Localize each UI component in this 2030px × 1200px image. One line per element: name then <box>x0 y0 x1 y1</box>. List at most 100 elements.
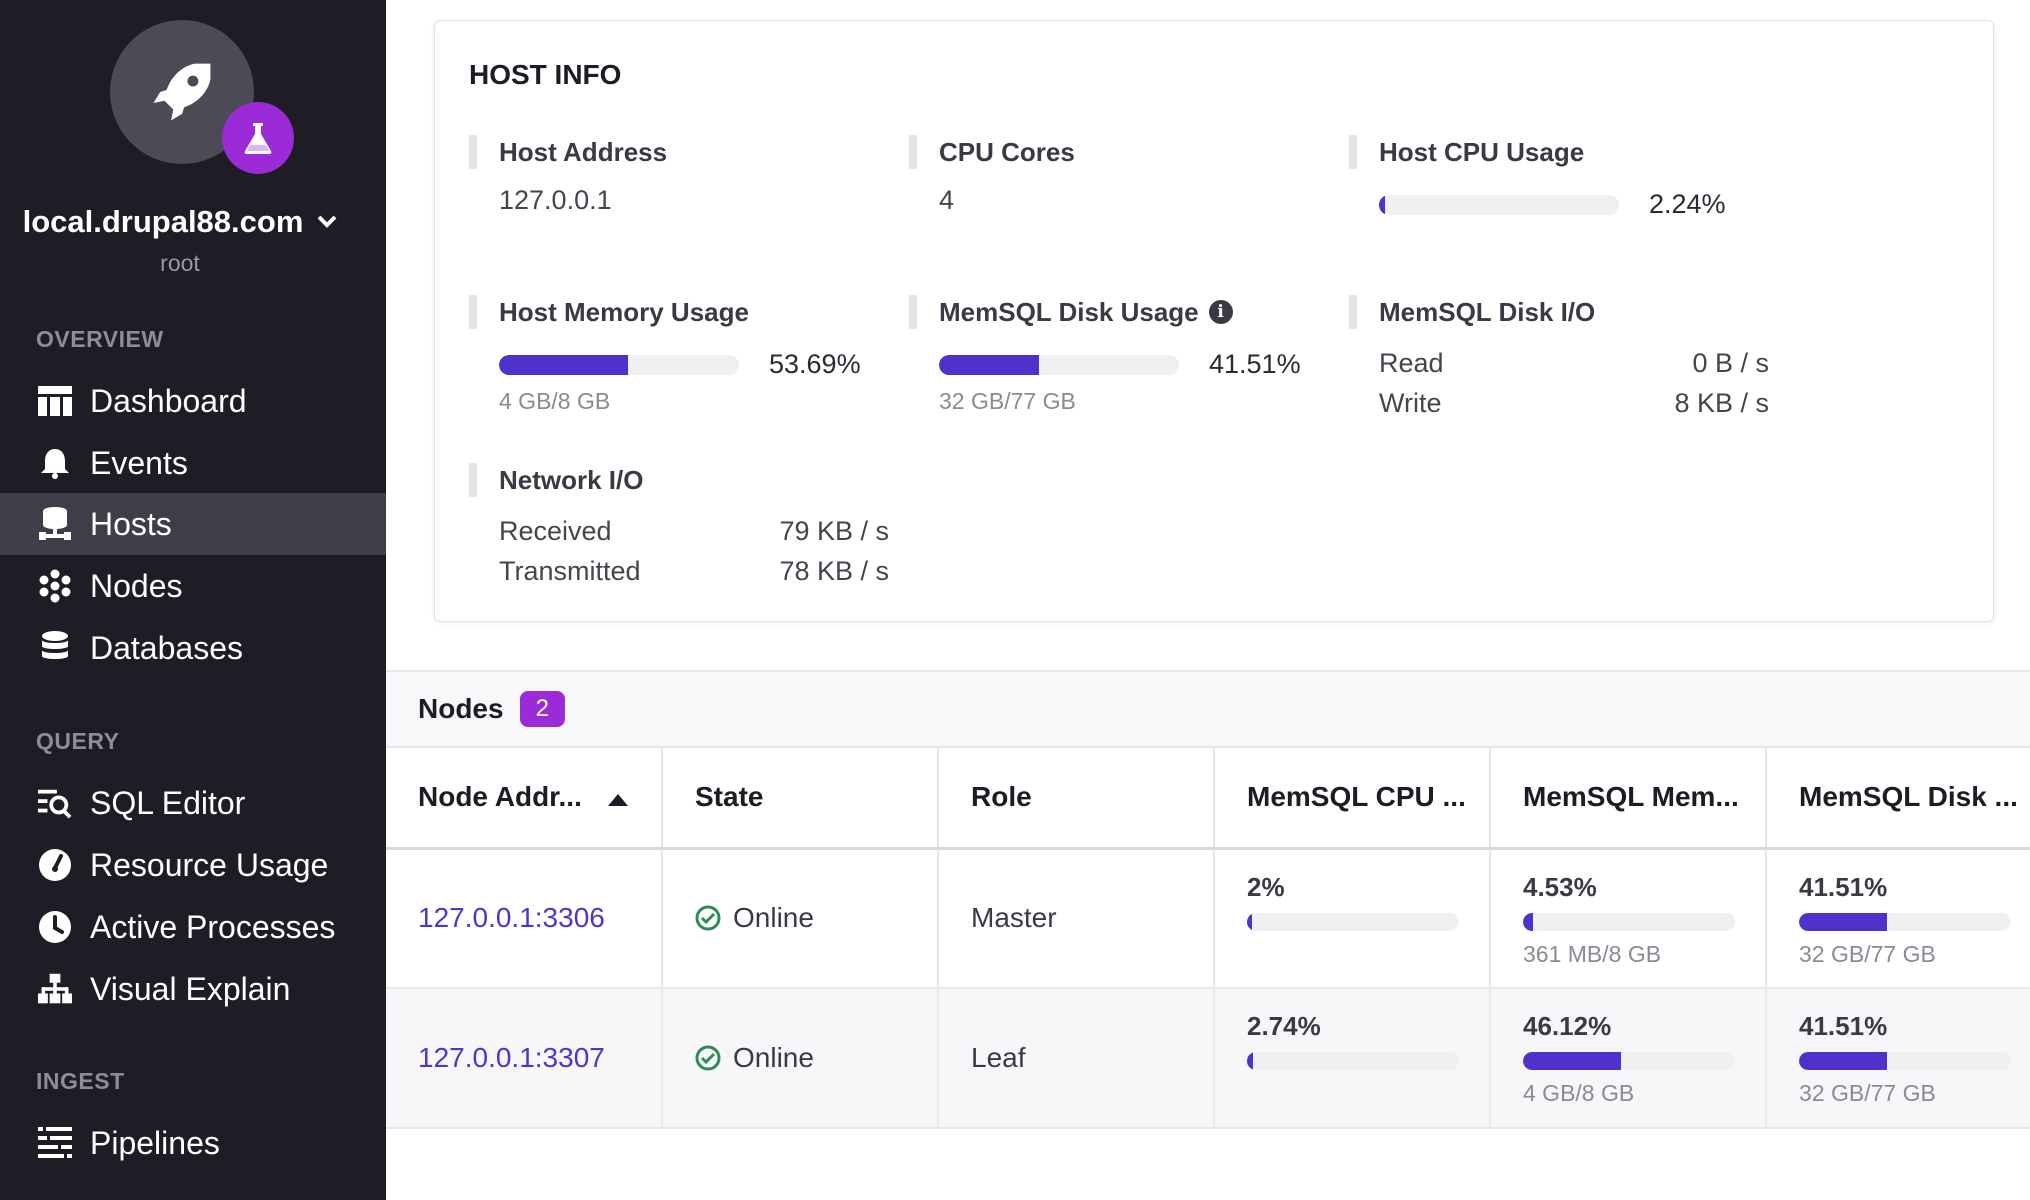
column-header-node-address[interactable]: Node Addr... <box>386 748 663 850</box>
host-user: root <box>160 250 200 276</box>
cpu-percent: 2% <box>1247 871 1285 902</box>
sidebar-item-label: Nodes <box>90 567 183 604</box>
stat-label-text: MemSQL Disk Usage <box>939 297 1199 327</box>
node-state-label: Online <box>733 1042 814 1073</box>
sidebar-item-label: Resource Usage <box>90 846 329 883</box>
node-memory-cell: 46.12% 4 GB/8 GB <box>1490 988 1767 1129</box>
sidebar-item-label: Events <box>90 444 188 481</box>
sidebar-item-nodes[interactable]: Nodes <box>0 555 386 617</box>
sidebar-item-label: Pipelines <box>90 1124 220 1161</box>
disk-usage-percent: 41.51% <box>1209 349 1301 379</box>
stat-network-io: Network I/O Received 79 KB / s Transmitt… <box>469 463 889 591</box>
disk-usage-bar <box>939 354 1179 375</box>
node-disk-cell: 41.51% 32 GB/77 GB <box>1766 988 2030 1129</box>
lab-flask-icon <box>222 102 294 174</box>
cpu-usage-percent: 2.24% <box>1649 189 1726 219</box>
card-title: HOST INFO <box>469 59 622 90</box>
sidebar-item-visual-explain[interactable]: Visual Explain <box>0 958 386 1020</box>
table-header-row: Node Addr... State Role MemSQL CPU ... M… <box>386 748 2030 850</box>
section-overview: OVERVIEW <box>36 326 164 352</box>
io-value: 78 KB / s <box>779 556 889 586</box>
node-address-link[interactable]: 127.0.0.1:3307 <box>418 1042 605 1073</box>
sidebar-item-hosts[interactable]: Hosts <box>0 493 386 555</box>
sidebar: local.drupal88.com root OVERVIEW Dashboa… <box>0 0 386 1200</box>
nodes-cluster-icon <box>38 569 72 603</box>
memory-detail: 4 GB/8 GB <box>1523 1080 1635 1106</box>
info-icon[interactable]: i <box>1208 300 1233 324</box>
sidebar-item-dashboard[interactable]: Dashboard <box>0 370 386 432</box>
section-ingest: INGEST <box>36 1068 125 1094</box>
disk-usage-detail: 32 GB/77 GB <box>939 388 1076 414</box>
memory-percent: 4.53% <box>1523 871 1597 902</box>
sidebar-item-label: Databases <box>90 629 243 666</box>
node-disk-cell: 41.51% 32 GB/77 GB <box>1766 848 2030 989</box>
column-header-label: MemSQL Mem... <box>1523 781 1739 813</box>
node-address-link[interactable]: 127.0.0.1:3306 <box>418 902 605 934</box>
sidebar-item-label: Visual Explain <box>90 970 291 1007</box>
column-header-label: MemSQL Disk ... <box>1799 781 2018 813</box>
sidebar-item-events[interactable]: Events <box>0 432 386 494</box>
node-memory-cell: 4.53% 361 MB/8 GB <box>1490 848 1767 989</box>
rocket-icon <box>153 63 211 121</box>
cpu-usage-bar <box>1379 194 1619 215</box>
column-header-role[interactable]: Role <box>938 748 1215 850</box>
sidebar-item-label: Hosts <box>90 505 172 542</box>
sidebar-item-label: Dashboard <box>90 382 247 419</box>
memory-detail: 361 MB/8 GB <box>1523 940 1662 967</box>
cpu-percent: 2.74% <box>1247 1011 1321 1041</box>
io-value: 8 KB / s <box>1674 388 1769 418</box>
disk-io-read: Read 0 B / s <box>1349 343 1769 383</box>
clock-icon <box>38 910 72 944</box>
stat-label: Host CPU Usage <box>1349 135 1769 169</box>
nodes-count-badge: 2 <box>519 691 565 727</box>
io-value: 0 B / s <box>1692 348 1769 378</box>
io-label: Write <box>1379 388 1442 418</box>
sidebar-item-label: Active Processes <box>90 908 336 945</box>
nodes-section-header: Nodes 2 <box>386 670 2030 748</box>
column-header-disk[interactable]: MemSQL Disk ... <box>1766 748 2030 850</box>
table-row: 127.0.0.1:3306 Online Master 2% 4.53% 36… <box>386 848 2030 989</box>
stat-value: 4 <box>939 185 955 215</box>
disk-percent: 41.51% <box>1799 871 1888 902</box>
sort-ascending-icon <box>607 794 628 807</box>
column-header-label: State <box>695 781 764 813</box>
node-cpu-cell: 2% <box>1214 848 1491 989</box>
host-selector[interactable]: local.drupal88.com <box>0 204 360 240</box>
io-label: Received <box>499 516 612 546</box>
section-query: QUERY <box>36 728 120 754</box>
host-avatar[interactable] <box>110 20 254 164</box>
column-header-label: Role <box>971 781 1032 813</box>
column-header-memory[interactable]: MemSQL Mem... <box>1490 748 1767 850</box>
server-stack-icon <box>38 507 72 541</box>
check-circle-icon <box>695 905 721 931</box>
stat-memsql-disk-io: MemSQL Disk I/O Read 0 B / s Write 8 KB … <box>1349 295 1769 423</box>
column-header-cpu[interactable]: MemSQL CPU ... <box>1214 748 1491 850</box>
bell-icon <box>38 446 72 480</box>
column-header-label: MemSQL CPU ... <box>1247 781 1466 813</box>
sidebar-item-sql-editor[interactable]: SQL Editor <box>0 772 386 834</box>
memory-usage-bar <box>499 354 739 375</box>
memory-usage-detail: 4 GB/8 GB <box>499 388 611 414</box>
stat-label: Host Address <box>469 135 869 169</box>
stat-memsql-disk-usage: MemSQL Disk Usage i 41.51% 32 GB/77 GB <box>909 295 1329 415</box>
nodes-title: Nodes <box>418 693 504 724</box>
chevron-down-icon <box>317 215 337 228</box>
node-state: Online <box>695 1042 937 1074</box>
disk-detail: 32 GB/77 GB <box>1799 1080 1936 1106</box>
pipelines-icon <box>38 1126 72 1160</box>
sidebar-item-resource-usage[interactable]: Resource Usage <box>0 834 386 896</box>
sitemap-icon <box>38 972 72 1006</box>
node-role: Leaf <box>971 1042 1026 1073</box>
stat-host-address: Host Address 127.0.0.1 <box>469 135 869 216</box>
stat-label: Host Memory Usage <box>469 295 889 329</box>
sql-search-icon <box>38 786 72 820</box>
sidebar-item-active-processes[interactable]: Active Processes <box>0 896 386 958</box>
table-row: 127.0.0.1:3307 Online Leaf 2.74% 46.12% … <box>386 988 2030 1129</box>
gauge-icon <box>38 848 72 882</box>
column-header-state[interactable]: State <box>662 748 939 850</box>
check-circle-icon <box>695 1045 721 1071</box>
sidebar-item-databases[interactable]: Databases <box>0 617 386 679</box>
disk-bar <box>1799 912 2011 931</box>
sidebar-item-pipelines[interactable]: Pipelines <box>0 1112 386 1174</box>
disk-io-write: Write 8 KB / s <box>1349 383 1769 423</box>
